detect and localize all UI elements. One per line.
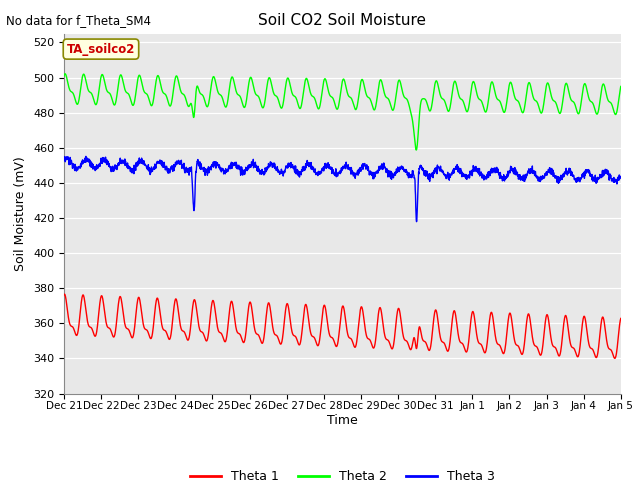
Text: TA_soilco2: TA_soilco2 [67, 43, 135, 56]
Text: No data for f_Theta_SM4: No data for f_Theta_SM4 [6, 14, 152, 27]
Legend: Theta 1, Theta 2, Theta 3: Theta 1, Theta 2, Theta 3 [185, 465, 500, 480]
X-axis label: Time: Time [327, 414, 358, 427]
Y-axis label: Soil Moisture (mV): Soil Moisture (mV) [15, 156, 28, 271]
Title: Soil CO2 Soil Moisture: Soil CO2 Soil Moisture [259, 13, 426, 28]
